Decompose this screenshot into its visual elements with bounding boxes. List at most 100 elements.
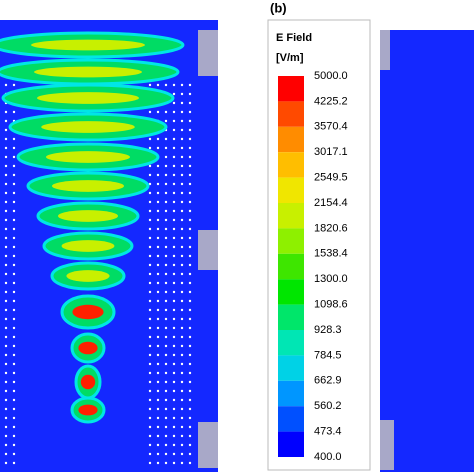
via — [172, 191, 176, 195]
via — [156, 191, 160, 195]
via — [164, 191, 168, 195]
via — [188, 110, 192, 114]
via — [172, 254, 176, 258]
via — [180, 335, 184, 339]
legend-level: 4225.2 — [314, 95, 348, 107]
via — [172, 281, 176, 285]
via — [156, 83, 160, 87]
via — [156, 200, 160, 204]
via — [180, 83, 184, 87]
via — [12, 362, 16, 366]
field-lobes — [0, 31, 185, 424]
via — [172, 389, 176, 393]
via — [164, 362, 168, 366]
via — [164, 272, 168, 276]
via — [12, 308, 16, 312]
via — [164, 335, 168, 339]
via — [172, 407, 176, 411]
via — [12, 380, 16, 384]
via — [148, 218, 152, 222]
via — [164, 209, 168, 213]
via — [12, 416, 16, 420]
via — [172, 245, 176, 249]
via — [164, 254, 168, 258]
via — [156, 182, 160, 186]
via — [180, 146, 184, 150]
via — [12, 218, 16, 222]
via — [180, 173, 184, 177]
via — [164, 317, 168, 321]
legend-level: 1820.6 — [314, 222, 348, 234]
via — [4, 317, 8, 321]
via — [164, 461, 168, 465]
via — [12, 227, 16, 231]
via — [4, 254, 8, 258]
via — [164, 353, 168, 357]
via — [172, 434, 176, 438]
via — [156, 398, 160, 402]
via — [172, 308, 176, 312]
via — [4, 119, 8, 123]
via — [148, 452, 152, 456]
via — [4, 227, 8, 231]
via — [164, 227, 168, 231]
via — [12, 245, 16, 249]
via — [156, 326, 160, 330]
via — [4, 137, 8, 141]
via — [188, 452, 192, 456]
legend-level: 5000.0 — [314, 70, 348, 82]
via — [172, 164, 176, 168]
via — [12, 83, 16, 87]
via — [188, 128, 192, 132]
via — [4, 326, 8, 330]
via — [172, 236, 176, 240]
via — [188, 461, 192, 465]
via — [180, 227, 184, 231]
via — [172, 83, 176, 87]
via — [12, 236, 16, 240]
lobe-core — [78, 341, 98, 355]
via — [12, 425, 16, 429]
lobe-core — [31, 39, 145, 51]
color-swatch — [278, 406, 304, 432]
via — [188, 317, 192, 321]
via — [12, 281, 16, 285]
via — [4, 452, 8, 456]
via — [12, 326, 16, 330]
via — [4, 335, 8, 339]
via — [156, 173, 160, 177]
via — [4, 443, 8, 447]
via — [12, 407, 16, 411]
via — [172, 371, 176, 375]
via — [180, 164, 184, 168]
via — [188, 227, 192, 231]
via — [164, 434, 168, 438]
via — [12, 290, 16, 294]
via — [172, 443, 176, 447]
via — [180, 416, 184, 420]
via — [164, 218, 168, 222]
legend-level: 3017.1 — [314, 146, 348, 158]
via — [148, 371, 152, 375]
via — [12, 272, 16, 276]
via — [188, 326, 192, 330]
via — [172, 398, 176, 402]
via — [164, 326, 168, 330]
via — [156, 380, 160, 384]
via — [164, 299, 168, 303]
via — [148, 326, 152, 330]
via — [188, 335, 192, 339]
via — [148, 227, 152, 231]
via — [156, 443, 160, 447]
via — [12, 263, 16, 267]
via — [148, 299, 152, 303]
via — [172, 218, 176, 222]
lobe-core — [52, 180, 124, 192]
via — [4, 425, 8, 429]
via — [188, 83, 192, 87]
via — [156, 461, 160, 465]
color-swatch — [278, 203, 304, 229]
via — [180, 245, 184, 249]
via — [164, 173, 168, 177]
